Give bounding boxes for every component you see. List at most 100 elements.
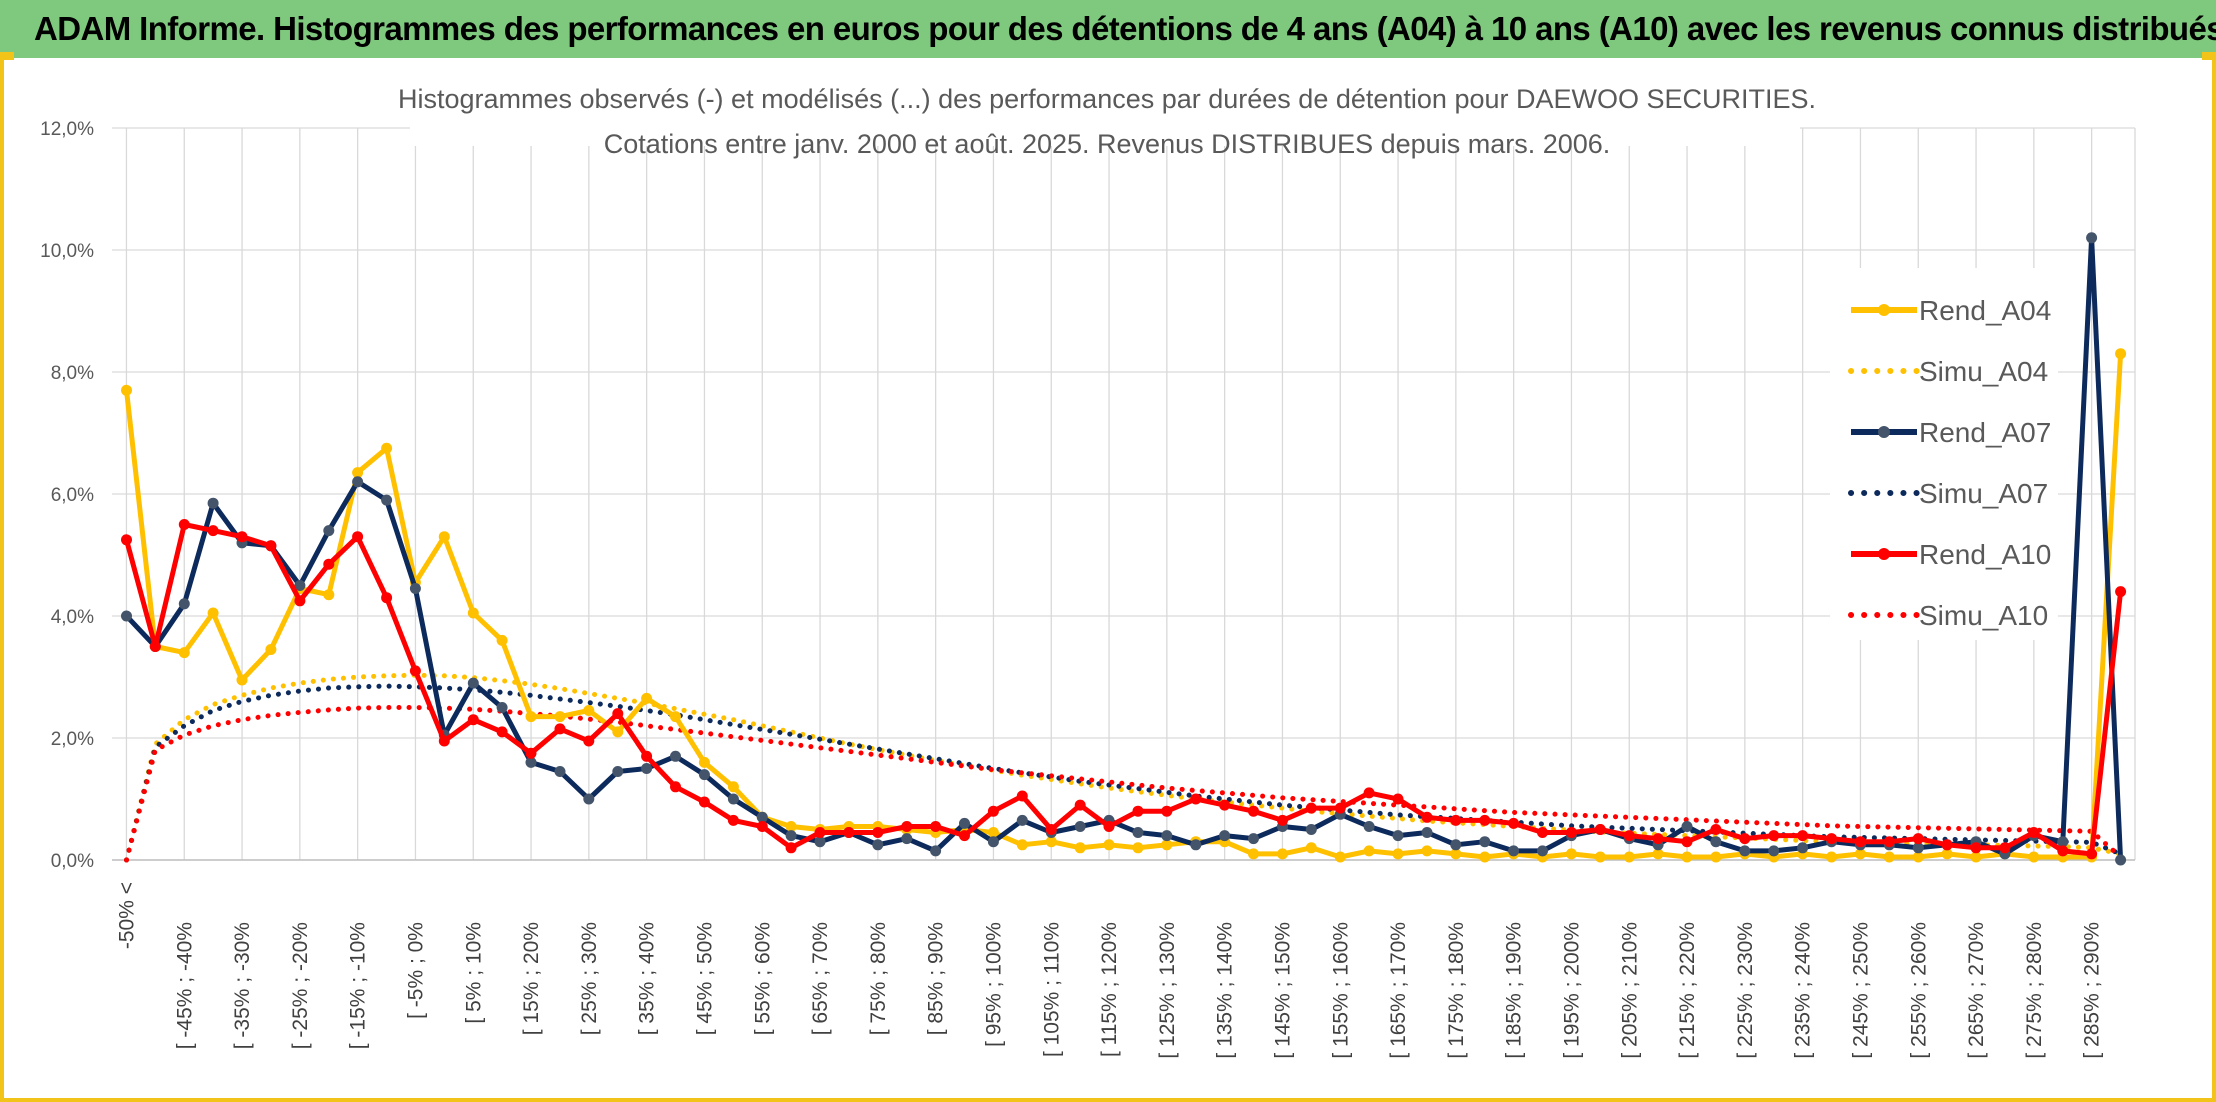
- data-point: [1305, 802, 1317, 814]
- chart-frame: [0, 60, 2216, 1102]
- data-point: [1334, 802, 1346, 814]
- chart-axes: 0,0% 2,0% 4,0% 6,0% 8,0% 10,0% 12,0% -50% < [ -4…: [40, 119, 2135, 1059]
- data-point: [2028, 851, 2040, 863]
- data-point: [872, 827, 884, 838]
- data-point: [149, 641, 161, 652]
- data-point: [121, 384, 132, 396]
- data-point: [670, 750, 681, 762]
- data-point: [1190, 793, 1202, 805]
- y-tick-label: 2,0%: [51, 729, 94, 750]
- x-tick-label: [ 255% ; 260%: [1907, 922, 1930, 1059]
- data-point: [1594, 851, 1606, 863]
- legend-label: Simu_A04: [1919, 356, 2048, 387]
- data-point: [1652, 848, 1664, 860]
- x-tick-label: [ 55% ; 60%: [751, 922, 774, 1035]
- page-header: ADAM Informe. Histogrammes des performan…: [0, 0, 2216, 60]
- y-tick-label: 10,0%: [40, 241, 94, 262]
- data-point: [409, 665, 421, 677]
- data-point: [1161, 839, 1173, 851]
- data-point: [438, 735, 450, 747]
- page-title: ADAM Informe. Histogrammes des performan…: [34, 10, 2216, 47]
- data-point: [1508, 817, 1520, 829]
- legend-label: Rend_A10: [1919, 539, 2051, 570]
- series-rend-a10: [121, 519, 2127, 860]
- data-point: [2086, 232, 2098, 244]
- data-point: [1074, 799, 1086, 811]
- data-point: [1797, 830, 1809, 842]
- frame-corner-right: [2202, 52, 2216, 60]
- data-point: [1277, 814, 1288, 826]
- data-point: [1681, 851, 1693, 863]
- data-point: [525, 711, 537, 723]
- x-tick-label: [ 135% ; 140%: [1214, 922, 1237, 1059]
- chart-title: Histogrammes observés (-) et modélisés (…: [398, 84, 1816, 114]
- data-point: [438, 531, 450, 543]
- data-point: [496, 702, 508, 713]
- data-point: [1623, 851, 1635, 863]
- x-tick-label: -50% <: [115, 882, 138, 949]
- data-point: [1854, 848, 1866, 860]
- data-point: [1016, 790, 1028, 802]
- legend-item-simu-a07: Simu_A07: [1848, 478, 2048, 509]
- data-point: [1450, 848, 1462, 860]
- data-point: [1161, 805, 1173, 817]
- legend-item-simu-a10: Simu_A10: [1848, 600, 2048, 631]
- data-point: [352, 467, 364, 479]
- data-point: [409, 583, 421, 594]
- y-tick-label: 6,0%: [51, 485, 94, 506]
- data-point: [1392, 793, 1404, 805]
- data-point: [930, 845, 942, 857]
- data-point: [1970, 851, 1982, 863]
- data-point: [814, 836, 826, 848]
- data-point: [959, 817, 970, 829]
- data-point: [612, 766, 624, 777]
- chart-series: [121, 232, 2127, 866]
- x-tick-label: [ 205% ; 210%: [1618, 922, 1641, 1059]
- data-point: [1710, 824, 1722, 835]
- y-tick-label: 8,0%: [51, 363, 94, 384]
- data-point: [1537, 845, 1548, 857]
- x-tick-label: [ 175% ; 180%: [1445, 922, 1468, 1059]
- chart-grid: [112, 127, 2136, 861]
- data-point: [467, 607, 479, 619]
- series-line-rend-a07: [124, 235, 2124, 861]
- data-point: [1826, 851, 1837, 863]
- data-point: [1565, 848, 1577, 860]
- series-line-rend-a04: [124, 353, 2124, 860]
- data-point: [987, 827, 999, 838]
- series-line-simu-a04: [124, 672, 2124, 863]
- data-point: [930, 821, 942, 832]
- data-point: [294, 595, 306, 607]
- data-point: [554, 711, 566, 723]
- x-tick-label: [ 285% ; 290%: [2081, 922, 2104, 1059]
- data-point: [987, 836, 999, 848]
- legend-background: [1830, 268, 2058, 640]
- data-point: [323, 558, 335, 570]
- x-tick-label: [ 235% ; 240%: [1792, 922, 1815, 1059]
- data-point: [1768, 845, 1780, 857]
- data-point: [1479, 836, 1491, 848]
- data-point: [352, 531, 364, 543]
- data-point: [1479, 851, 1491, 863]
- data-point: [1854, 836, 1866, 848]
- data-point: [1392, 848, 1404, 860]
- data-point: [2115, 348, 2127, 360]
- x-tick-label: [ 145% ; 150%: [1271, 922, 1294, 1059]
- data-point: [236, 674, 248, 686]
- data-point: [987, 805, 999, 817]
- data-point: [1016, 814, 1028, 826]
- data-point: [207, 525, 219, 537]
- data-point: [265, 644, 277, 655]
- legend-marker: [1878, 426, 1890, 438]
- y-tick-label: 12,0%: [40, 119, 94, 140]
- frame-corner-left: [0, 52, 14, 60]
- data-point: [121, 610, 132, 622]
- data-point: [1305, 842, 1317, 854]
- data-point: [2086, 848, 2098, 860]
- legend-marker: [1878, 548, 1890, 560]
- data-point: [1334, 851, 1346, 863]
- x-tick-label: [ 125% ; 130%: [1156, 922, 1179, 1059]
- x-tick-label: [ -45% ; -40%: [173, 922, 196, 1049]
- data-point: [1797, 842, 1809, 854]
- chart: Histogrammes observés (-) et modélisés (…: [40, 60, 2136, 1059]
